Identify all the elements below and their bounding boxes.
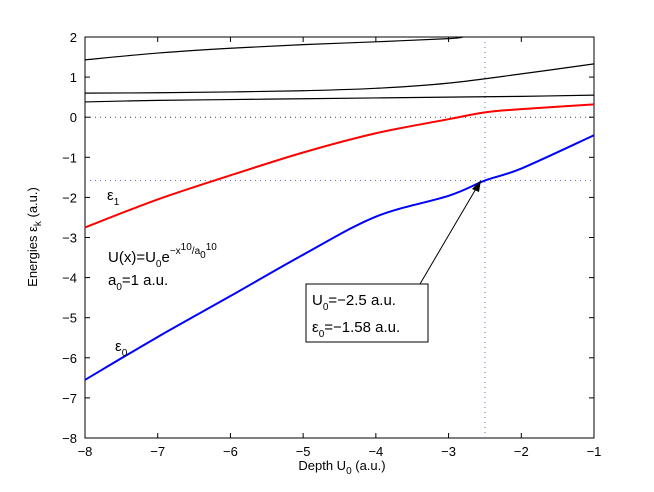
callout-arrowhead — [472, 180, 481, 192]
x-tick-label: −2 — [514, 444, 529, 459]
y-tick-label: −6 — [62, 351, 77, 366]
axis-ticks: −8 −7 −6 −5 −4 −3 −2 −1 −8 −7 −6 −5 −4 −3 −2 −1 0 1 2 — [62, 30, 601, 459]
y-tick-label: −8 — [62, 431, 77, 446]
plot-frame — [84, 36, 595, 439]
x-tick-label: −6 — [223, 444, 238, 459]
x-tick-label: −4 — [368, 444, 383, 459]
callout-box — [305, 283, 429, 343]
y-tick-label: −1 — [62, 150, 77, 165]
epsilon0-label: ε0 — [115, 338, 128, 359]
y-tick-label: 1 — [70, 70, 77, 85]
x-tick-label: −5 — [296, 444, 311, 459]
callout-depth: U0=−2.5 a.u. — [312, 292, 396, 313]
x-axis-title: Depth U0 (a.u.) — [298, 458, 385, 477]
y-tick-label: 2 — [70, 30, 77, 45]
x-tick-label: −3 — [441, 444, 456, 459]
y-axis-title: Energies εk (a.u.) — [25, 187, 44, 287]
series-line-0 — [84, 134, 595, 381]
y-tick-label: −2 — [62, 190, 77, 205]
y-tick-label: −4 — [62, 271, 77, 286]
x-tick-label: −8 — [78, 444, 93, 459]
callout-energy: ε0=−1.58 a.u. — [312, 319, 400, 340]
width-parameter: a0=1 a.u. — [108, 272, 168, 293]
guide-lines — [85, 37, 594, 438]
series-line-3 — [84, 63, 595, 94]
y-tick-label: −7 — [62, 391, 77, 406]
y-tick-label: −3 — [62, 231, 77, 246]
y-tick-label: −5 — [62, 311, 77, 326]
series-line-2 — [84, 94, 595, 103]
x-tick-label: −1 — [587, 444, 602, 459]
series-line-1 — [84, 103, 595, 229]
epsilon1-label: ε1 — [107, 187, 120, 208]
potential-formula: U(x)=U0e−x10/a010 — [108, 242, 217, 270]
x-tick-label: −7 — [150, 444, 165, 459]
y-tick-label: 0 — [70, 110, 77, 125]
callout-arrow — [419, 186, 478, 285]
